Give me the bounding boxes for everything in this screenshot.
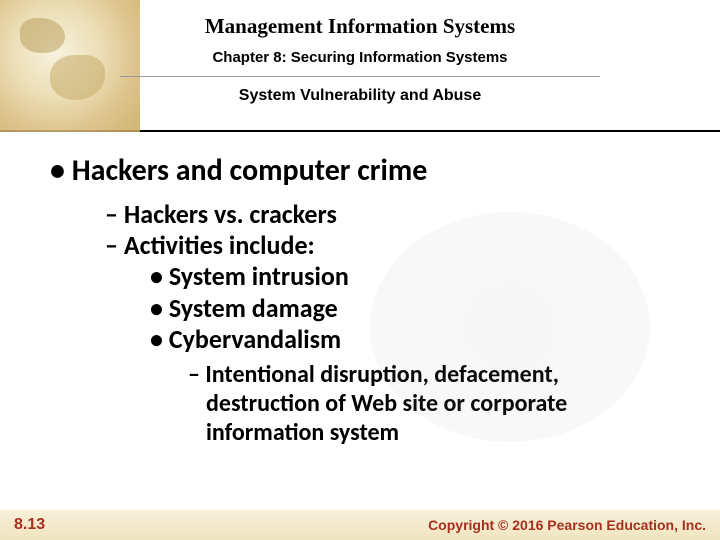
bullet-level1: • Hackers and computer crime: [50, 152, 690, 189]
slide-number: 8.13: [14, 516, 45, 534]
bullet-level2: – Activities include:: [105, 230, 690, 261]
header-text-block: Management Information Systems Chapter 8…: [0, 0, 720, 105]
bullet-level3: • System intrusion: [150, 261, 690, 292]
slide-content: • Hackers and computer crime – Hackers v…: [0, 132, 720, 447]
bullet-level3: • Cybervandalism: [150, 324, 690, 355]
copyright-text: Copyright © 2016 Pearson Education, Inc.: [428, 517, 706, 533]
slide-footer: 8.13 Copyright © 2016 Pearson Education,…: [0, 510, 720, 540]
slide-header: Management Information Systems Chapter 8…: [0, 0, 720, 132]
header-divider: [120, 76, 600, 77]
bullet-level2: – Hackers vs. crackers: [105, 199, 690, 230]
bullet-level4: – Intentional disruption, defacement, de…: [188, 361, 690, 447]
section-title: System Vulnerability and Abuse: [0, 87, 720, 105]
bullet-level3: • System damage: [150, 293, 690, 324]
chapter-title: Chapter 8: Securing Information Systems: [0, 49, 720, 66]
book-title: Management Information Systems: [0, 14, 720, 39]
